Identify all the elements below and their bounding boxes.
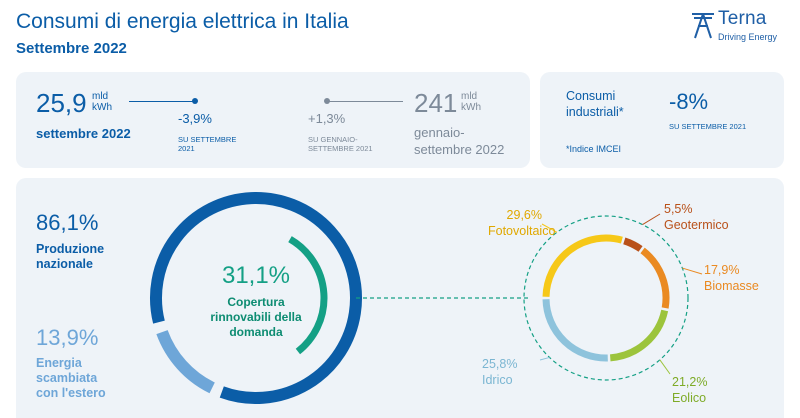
renewables-label-line3: domanda [229, 325, 283, 339]
terna-logo-icon [692, 13, 714, 39]
production-label: Produzione nazionale [36, 242, 104, 272]
renewables-pct: 31,1% [221, 262, 291, 289]
donut-segment-fotovoltaico [542, 234, 623, 297]
renewables-dashed-circle [523, 215, 689, 381]
monthly-connector-line [129, 101, 195, 102]
exchange-arc [156, 329, 215, 394]
eolico-name: Eolico [672, 391, 707, 405]
production-label-line1: Produzione [36, 242, 105, 256]
renewables-arc [288, 236, 328, 355]
donut-segment-eolico [609, 309, 669, 362]
leader-line-geotermico [642, 213, 661, 226]
monthly-change-note: SU SETTEMBRE 2021 [178, 135, 236, 153]
monthly-period: settembre 2022 [36, 126, 131, 141]
industrial-label-line2: industriali* [566, 105, 624, 119]
production-pct: 86,1% [36, 210, 99, 235]
geotermico-pct: 5,5% [664, 202, 693, 216]
industrial-footnote: *Indice IMCEI [566, 144, 622, 154]
fotovoltaico-name: Fotovoltaico [488, 224, 556, 238]
monthly-unit: mld kWh [92, 91, 112, 113]
ytd-note-line2: SETTEMBRE 2021 [308, 144, 373, 153]
renewables-label-line1: Copertura [227, 295, 285, 309]
industrial-panel [540, 72, 784, 168]
leader-line-eolico [659, 359, 671, 375]
monthly-note-line2: 2021 [178, 144, 195, 153]
biomasse-pct: 17,9% [704, 263, 740, 277]
logo-wordmark: Terna [718, 8, 767, 29]
donut-label-eolico: 21,2% Eolico [672, 374, 707, 406]
page-title: Consumi di energia elettrica in Italia [16, 10, 349, 33]
donut-label-idrico: 25,8% Idrico [482, 356, 517, 388]
monthly-change: -3,9% [178, 111, 212, 126]
renewables-donut [542, 234, 670, 362]
monthly-value: 25,9 [36, 88, 87, 118]
donut-label-fotovoltaico: 29,6% Fotovoltaico [488, 207, 556, 239]
logo-tagline: Driving Energy [718, 32, 778, 42]
ytd-note-line1: SU GENNAIO- [308, 135, 358, 144]
terna-logo: Terna Driving Energy [690, 8, 790, 50]
donut-leader-lines [539, 213, 703, 375]
ytd-unit-line2: kWh [461, 102, 481, 113]
renewables-label-line2: rinnovabili della [210, 310, 302, 324]
ytd-change: +1,3% [308, 111, 346, 126]
production-arc [150, 192, 362, 404]
exchange-label-line2: scambiata [36, 371, 98, 385]
renewables-label: Copertura rinnovabili della domanda [186, 295, 326, 340]
ytd-period-line2: settembre 2022 [414, 142, 505, 157]
donut-segment-idrico [542, 299, 608, 362]
leader-line-idrico [539, 356, 550, 361]
monthly-unit-line2: kWh [92, 102, 112, 113]
leader-line-fotovoltaico [541, 223, 558, 233]
leader-line-biomasse [682, 267, 703, 275]
donut-segment-biomasse [640, 247, 670, 309]
exchange-label: Energia scambiata con l'estero [36, 356, 106, 401]
exchange-pct: 13,9% [36, 325, 99, 350]
ytd-unit: mld kWh [461, 91, 481, 113]
geotermico-name: Geotermico [664, 218, 729, 232]
monthly-connector-dot [192, 98, 198, 104]
ytd-period: gennaio- settembre 2022 [414, 124, 504, 158]
ytd-unit-line1: mld [461, 91, 478, 102]
eolico-pct: 21,2% [672, 375, 708, 389]
exchange-label-line1: Energia [36, 356, 82, 370]
monthly-unit-line1: mld [92, 91, 109, 102]
donut-segment-geotermico [623, 237, 643, 252]
fotovoltaico-pct: 29,6% [506, 208, 542, 222]
supply-ring [150, 192, 362, 404]
production-label-line2: nazionale [36, 257, 93, 271]
ytd-connector-dot [324, 98, 330, 104]
industrial-change-note: SU SETTEMBRE 2021 [669, 122, 747, 131]
ytd-value: 241 [414, 88, 458, 118]
donut-label-biomasse: 17,9% Biomasse [704, 262, 759, 294]
biomasse-name: Biomasse [704, 279, 759, 293]
donut-label-geotermico: 5,5% Geotermico [664, 201, 729, 233]
monthly-note-line1: SU SETTEMBRE [178, 135, 237, 144]
industrial-label: Consumi industriali* [566, 88, 624, 120]
idrico-pct: 25,8% [482, 357, 518, 371]
ytd-period-line1: gennaio- [414, 125, 465, 140]
consumption-panel [16, 72, 530, 168]
page-subtitle: Settembre 2022 [16, 40, 127, 57]
ytd-connector-line [327, 101, 403, 102]
exchange-label-line3: con l'estero [36, 386, 106, 400]
industrial-label-line1: Consumi [566, 89, 616, 103]
ytd-change-note: SU GENNAIO- SETTEMBRE 2021 [308, 135, 373, 153]
industrial-change: -8% [669, 89, 709, 114]
idrico-name: Idrico [482, 373, 513, 387]
